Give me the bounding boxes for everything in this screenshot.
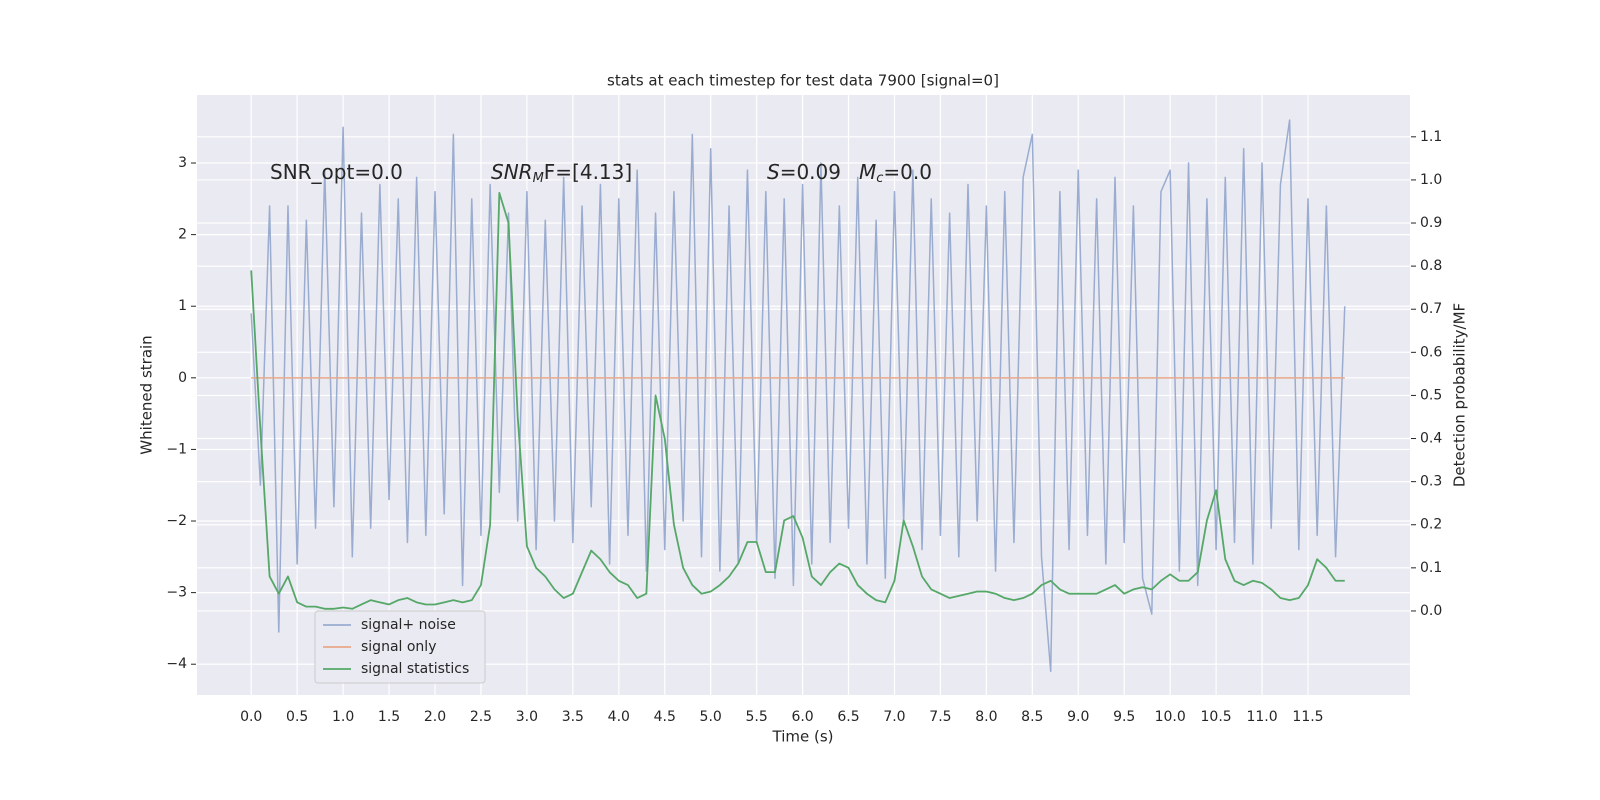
x-tick-label: 5.5 xyxy=(746,709,768,725)
annotation: SNRMF=[4.13] xyxy=(491,160,632,186)
y-tick-label: −1 xyxy=(166,441,187,457)
x-tick-label: 1.0 xyxy=(332,709,354,725)
y2-tick-label: 0.3 xyxy=(1420,474,1442,490)
series-line xyxy=(250,119,1346,673)
annotation: SNR_opt=0.0 xyxy=(270,160,403,184)
x-tick-label: 11.0 xyxy=(1246,709,1277,725)
x-tick-label: 8.5 xyxy=(1021,709,1043,725)
x-tick-label: 4.0 xyxy=(608,709,630,725)
x-tick-label: 5.0 xyxy=(700,709,722,725)
y2-tick-label: 0.5 xyxy=(1420,387,1442,403)
x-tick-label: 9.0 xyxy=(1067,709,1089,725)
x-tick-label: 0.0 xyxy=(240,709,262,725)
y2-tick-label: 1.0 xyxy=(1420,172,1442,188)
x-tick-label: 2.0 xyxy=(424,709,446,725)
x-tick-label: 7.5 xyxy=(929,709,951,725)
x-tick-label: 3.5 xyxy=(562,709,584,725)
y2-tick-label: 0.6 xyxy=(1420,344,1442,360)
annotation-italic: M xyxy=(859,160,876,184)
legend-label: signal statistics xyxy=(361,661,469,677)
x-tick-label: 6.5 xyxy=(837,709,859,725)
y2-tick-label: 0.8 xyxy=(1420,258,1442,274)
y-tick-label: 2 xyxy=(178,227,187,243)
legend-label: signal only xyxy=(361,639,436,655)
annotation-sub: M xyxy=(533,171,544,186)
x-axis-label: Time (s) xyxy=(772,728,834,746)
x-tick-label: 10.0 xyxy=(1155,709,1186,725)
x-tick-label: 10.5 xyxy=(1201,709,1232,725)
y2-tick-label: 0.2 xyxy=(1420,517,1442,533)
x-tick-label: 0.5 xyxy=(286,709,308,725)
y-tick-label: 3 xyxy=(178,155,187,171)
x-tick-label: 2.5 xyxy=(470,709,492,725)
y2-tick-label: 0.1 xyxy=(1420,560,1442,576)
annotation: S=0.09 xyxy=(767,160,841,184)
x-tick-label: 7.0 xyxy=(883,709,905,725)
x-tick-label: 6.0 xyxy=(791,709,813,725)
x-tick-label: 9.5 xyxy=(1113,709,1135,725)
annotation: Mc=0.0 xyxy=(859,160,932,186)
y-tick-label: 0 xyxy=(178,370,187,386)
annotation-sub: c xyxy=(876,171,883,186)
y2-tick-label: 0.9 xyxy=(1420,215,1442,231)
y2-tick-label: 0.7 xyxy=(1420,301,1442,317)
x-tick-label: 4.5 xyxy=(654,709,676,725)
y-tick-label: 1 xyxy=(178,298,187,314)
y2-tick-label: 1.1 xyxy=(1420,129,1442,145)
x-tick-label: 11.5 xyxy=(1292,709,1323,725)
annotation-text: F=[4.13] xyxy=(544,160,632,184)
legend-box xyxy=(314,610,486,684)
y2-tick-label: 0.4 xyxy=(1420,431,1442,447)
y-tick-label: −3 xyxy=(166,585,187,601)
y2-tick-label: 0.0 xyxy=(1420,603,1442,619)
chart-title: stats at each timestep for test data 790… xyxy=(607,72,999,90)
legend-label: signal+ noise xyxy=(361,617,456,633)
annotation-text: =0.0 xyxy=(883,160,932,184)
y-tick-label: −4 xyxy=(166,656,187,672)
x-tick-label: 3.0 xyxy=(516,709,538,725)
y2-axis-label: Detection probability/MF xyxy=(1451,303,1469,487)
x-tick-label: 1.5 xyxy=(378,709,400,725)
annotation-italic: SNR xyxy=(491,160,533,184)
annotation-text: =0.09 xyxy=(780,160,841,184)
y-tick-label: −2 xyxy=(166,513,187,529)
y-axis-label: Whitened strain xyxy=(138,335,156,454)
annotation-text: SNR_opt=0.0 xyxy=(270,160,403,184)
annotation-italic: S xyxy=(767,160,780,184)
x-tick-label: 8.0 xyxy=(975,709,997,725)
series-line xyxy=(250,191,1345,610)
